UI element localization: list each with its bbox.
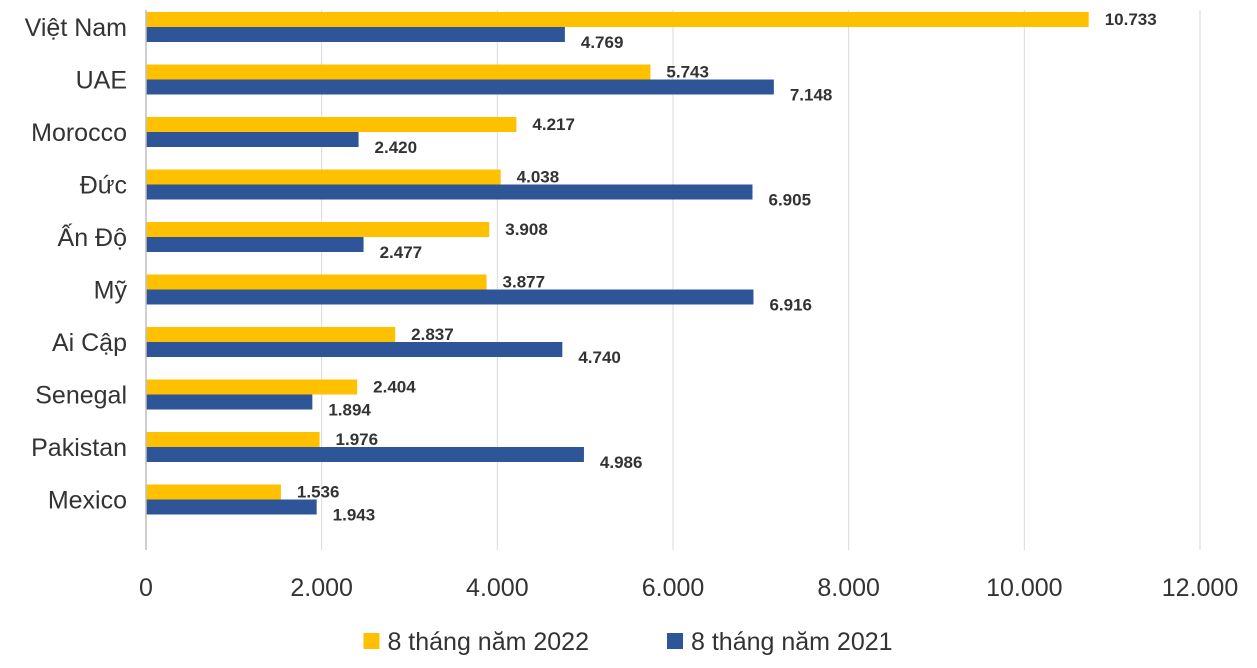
bar-2022 [146, 379, 358, 395]
bar-2022 [146, 169, 501, 185]
x-tick-label: 8.000 [817, 574, 880, 602]
data-label: 4.217 [532, 115, 575, 134]
bar-2022 [146, 12, 1089, 27]
bar-2022 [146, 64, 651, 80]
data-label: 1.894 [328, 401, 371, 420]
x-tick-label: 2.000 [290, 574, 353, 602]
bar-2021 [146, 132, 359, 147]
bar-2021 [146, 342, 563, 357]
data-label: 4.740 [578, 348, 621, 367]
data-label: 2.404 [373, 378, 416, 397]
x-tick-label: 4.000 [466, 574, 529, 602]
data-label: 2.837 [411, 325, 454, 344]
bar-2021 [146, 499, 317, 515]
category-label: Việt Nam [25, 14, 127, 42]
data-label: 2.420 [375, 138, 418, 157]
data-label: 10.733 [1105, 10, 1157, 29]
bar-2022 [146, 327, 396, 342]
data-label: 1.536 [297, 483, 340, 502]
category-label: Đức [80, 172, 127, 200]
data-label: 6.905 [768, 191, 811, 210]
bar-2021 [146, 79, 774, 95]
data-label: 4.986 [600, 453, 643, 472]
x-tick-label: 10.000 [986, 574, 1062, 602]
data-label: 1.943 [333, 506, 376, 525]
category-label: Pakistan [31, 434, 127, 462]
legend-label: 8 tháng năm 2021 [691, 628, 893, 656]
category-label: Senegal [35, 382, 127, 410]
data-label: 1.976 [336, 430, 379, 449]
data-label: 3.908 [505, 220, 548, 239]
bar-2022 [146, 222, 490, 237]
data-label: 4.038 [517, 168, 560, 187]
bar-2022 [146, 274, 487, 290]
category-label: UAE [76, 67, 127, 95]
bars [146, 12, 1089, 515]
data-label: 7.148 [790, 86, 833, 105]
category-label: Ấn Độ [58, 223, 127, 252]
x-tick-label: 0 [139, 574, 153, 602]
data-label: 3.877 [503, 273, 546, 292]
bar-2022 [146, 117, 517, 132]
bar-2022 [146, 484, 281, 500]
bar-2022 [146, 432, 320, 447]
bar-2021 [146, 237, 364, 252]
x-tick-label: 12.000 [1162, 574, 1238, 602]
bar-2021 [146, 394, 313, 410]
bar-2021 [146, 184, 753, 200]
category-label: Mexico [48, 487, 127, 515]
bar-2021 [146, 27, 565, 42]
labels: 0 2.000 4.000 6.000 8.000 10.000 12.000 Việt Na… [25, 10, 1239, 602]
legend-swatch [667, 633, 683, 649]
bar-2021 [146, 289, 754, 305]
data-label: 4.769 [581, 33, 624, 52]
x-tick-label: 6.000 [642, 574, 705, 602]
legend-label: 8 tháng năm 2022 [387, 628, 589, 656]
data-label: 5.743 [666, 63, 709, 82]
data-label: 6.916 [769, 296, 812, 315]
data-label: 2.477 [380, 243, 423, 262]
bar-2021 [146, 447, 584, 462]
category-label: Morocco [31, 119, 127, 147]
category-label: Ai Cập [52, 329, 127, 357]
legend: 8 tháng năm 2022 8 tháng năm 2021 [363, 628, 893, 656]
category-label: Mỹ [94, 277, 128, 305]
legend-swatch [363, 633, 380, 649]
